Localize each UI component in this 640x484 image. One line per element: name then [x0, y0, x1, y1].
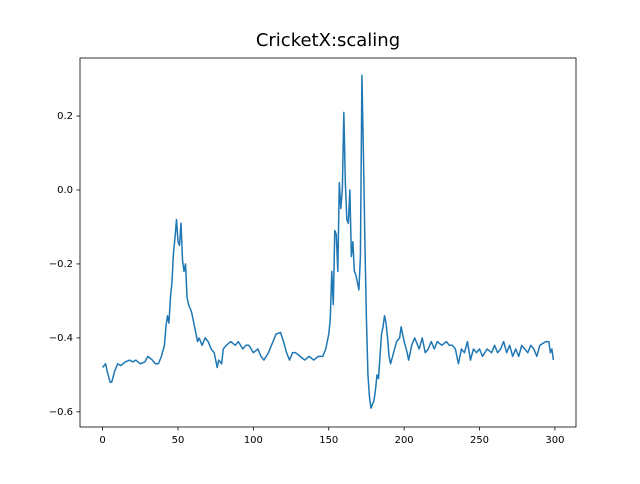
y-tick-label: −0.2: [49, 259, 73, 270]
x-tick-label: 150: [319, 435, 338, 446]
x-tick-label: 0: [99, 435, 105, 446]
x-tick-label: 300: [545, 435, 564, 446]
x-tick-label: 200: [395, 435, 414, 446]
y-tick-label: −0.6: [49, 407, 73, 418]
x-tick-label: 50: [172, 435, 185, 446]
axes-frame: [79, 57, 577, 428]
x-tick-label: 100: [244, 435, 263, 446]
data-line: [102, 74, 555, 409]
x-tick-label: 250: [470, 435, 489, 446]
y-tick-label: 0.2: [57, 111, 73, 122]
y-tick-label: −0.4: [49, 333, 73, 344]
chart-title: CricketX:scaling: [256, 30, 400, 51]
y-tick-label: 0.0: [57, 185, 73, 196]
